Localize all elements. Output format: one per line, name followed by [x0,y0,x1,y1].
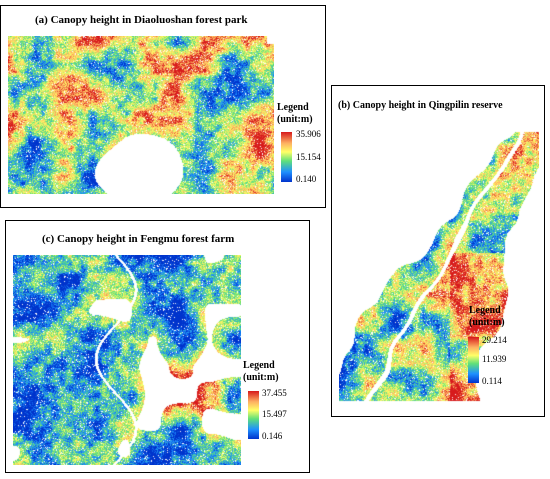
legend-label-a: Legend [277,102,309,113]
panel-qingpilin: (b) Canopy height in Qingpilin reserve L… [331,85,545,417]
canopy-map-b [339,126,539,406]
legend-min-b: 0.114 [482,376,502,386]
legend-max-a: 35.906 [296,129,321,139]
legend-mid-b: 11.939 [482,354,507,364]
legend-mid-a: 15.154 [296,152,321,162]
legend-max-c: 37.455 [262,388,287,398]
panel-title-b: (b) Canopy height in Qingpilin reserve [338,100,503,111]
canopy-map-c [13,255,241,465]
panel-fengmu: (c) Canopy height in Fengmu forest farm … [5,220,310,473]
legend-mid-c: 15.497 [262,409,287,419]
legend-max-b: 29.214 [482,335,507,345]
legend-color-ramp-b [468,337,479,383]
panel-diaoluoshan: (a) Canopy height in Diaoluoshan forest … [0,5,326,208]
panel-title-c: (c) Canopy height in Fengmu forest farm [42,233,235,245]
legend-min-a: 0.140 [296,174,317,184]
legend-unit-c: (unit:m) [243,372,279,383]
legend-color-ramp-c [248,391,259,439]
legend-color-ramp-a [281,132,292,182]
legend-title-a: Legend (unit:m) [277,102,313,126]
panel-title-a: (a) Canopy height in Diaoluoshan forest … [35,14,248,26]
legend-label-b: Legend [469,305,501,316]
legend-title-c: Legend (unit:m) [243,360,279,384]
legend-min-c: 0.146 [262,431,283,441]
legend-unit-a: (unit:m) [277,114,313,125]
legend-label-c: Legend [243,360,275,371]
legend-unit-b: (unit:m) [469,317,505,328]
legend-title-b: Legend (unit:m) [469,305,505,329]
canopy-map-a [8,36,274,194]
